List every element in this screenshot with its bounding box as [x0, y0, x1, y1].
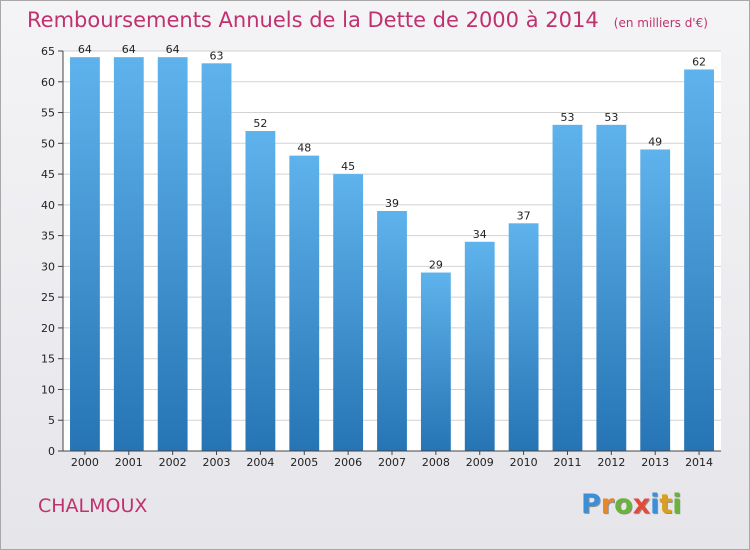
data-label-2004: 52	[253, 117, 267, 130]
x-tick-label-2013: 2013	[641, 456, 669, 469]
y-tick-label: 5	[48, 414, 55, 427]
y-tick-label: 65	[41, 45, 55, 58]
x-tick-label-2014: 2014	[685, 456, 713, 469]
data-label-2008: 29	[429, 259, 443, 272]
data-label-2010: 37	[517, 209, 531, 222]
x-tick-label-2009: 2009	[466, 456, 494, 469]
y-tick-label: 10	[41, 383, 55, 396]
x-tick-label-2007: 2007	[378, 456, 406, 469]
logo-letter: i	[650, 489, 660, 520]
bar-2012	[596, 124, 627, 451]
x-tick-label-2010: 2010	[510, 456, 538, 469]
y-tick-label: 15	[41, 353, 55, 366]
x-tick-label-2006: 2006	[334, 456, 362, 469]
bar-2008	[420, 272, 451, 451]
x-tick-label-2005: 2005	[290, 456, 318, 469]
data-label-2003: 63	[210, 49, 224, 62]
bar-2004	[245, 131, 276, 451]
x-tick-label-2011: 2011	[553, 456, 581, 469]
y-tick-label: 60	[41, 76, 55, 89]
bar-chart: 64 64 64 63 52 48 45 39 29 34 37 53 53 49 62 0 5 10 15 20 2…	[41, 43, 721, 469]
data-label-2009: 34	[473, 228, 487, 241]
bars: 64 64 64 63 52 48 45 39 29 34 37 53 53 49 62	[70, 43, 714, 452]
logo-letter: i	[672, 489, 682, 520]
bar-2013	[640, 149, 671, 451]
data-label-2007: 39	[385, 197, 399, 210]
bar-2001	[113, 57, 144, 452]
bar-2002	[157, 57, 188, 452]
y-tick-label: 0	[48, 445, 55, 458]
data-label-2013: 49	[648, 135, 662, 148]
chart-title: Remboursements Annuels de la Dette de 20…	[27, 8, 599, 32]
data-label-2000: 64	[78, 43, 92, 56]
proxiti-logo: Proxiti	[581, 489, 682, 520]
data-label-2006: 45	[341, 160, 355, 173]
logo-letter: o	[614, 489, 633, 520]
x-tick-label-2003: 2003	[203, 456, 231, 469]
data-label-2011: 53	[560, 111, 574, 124]
y-tick-label: 35	[41, 230, 55, 243]
title-row: Remboursements Annuels de la Dette de 20…	[27, 8, 708, 32]
x-tick-label-2012: 2012	[597, 456, 625, 469]
x-tick-label-2002: 2002	[159, 456, 187, 469]
data-label-2005: 48	[297, 142, 311, 155]
x-tick-label-2001: 2001	[115, 456, 143, 469]
y-tick-label: 40	[41, 199, 55, 212]
y-tick-label: 30	[41, 260, 55, 273]
y-tick-label: 50	[41, 137, 55, 150]
bar-2003	[201, 63, 232, 452]
data-label-2001: 64	[122, 43, 136, 56]
x-tick-label-2008: 2008	[422, 456, 450, 469]
bar-2010	[508, 223, 539, 451]
bar-2007	[377, 211, 407, 451]
bar-2014	[684, 69, 714, 451]
bar-2000	[70, 57, 100, 452]
data-label-2014: 62	[692, 55, 706, 68]
logo-letter: x	[632, 489, 651, 520]
bar-2009	[464, 241, 495, 451]
logo-letter: t	[659, 489, 673, 520]
y-tick-label: 25	[41, 291, 55, 304]
axes: 0 5 10 15 20 25 30 35 40 45 50 55 60 65 2000 2001 2002 20…	[41, 45, 721, 469]
chart-subtitle: (en milliers d'€)	[613, 16, 708, 30]
logo-letter: r	[600, 489, 615, 520]
x-tick-label-2000: 2000	[71, 456, 99, 469]
logo-letter: P	[581, 489, 601, 520]
data-label-2002: 64	[166, 43, 180, 56]
bar-2006	[333, 174, 364, 452]
bar-2005	[289, 155, 320, 451]
data-label-2012: 53	[604, 111, 618, 124]
bar-2011	[552, 124, 583, 451]
x-tick-label-2004: 2004	[246, 456, 274, 469]
y-tick-label: 45	[41, 168, 55, 181]
y-tick-label: 55	[41, 107, 55, 120]
y-tick-label: 20	[41, 322, 55, 335]
place-name: CHALMOUX	[38, 495, 148, 517]
